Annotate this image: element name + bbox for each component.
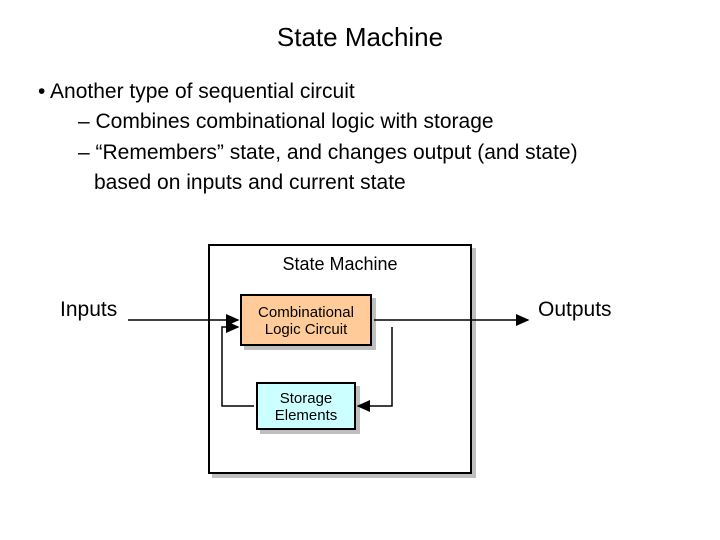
slide-title: State Machine (0, 22, 720, 53)
diagram-arrows (0, 240, 720, 520)
bullet-level2: – Combines combinational logic with stor… (78, 108, 678, 136)
state-machine-diagram: State Machine Combinational Logic Circui… (0, 240, 720, 520)
arrow-storage-to-comb (222, 327, 254, 406)
bullet-level1: • Another type of sequential circuit (38, 78, 678, 106)
slide: State Machine • Another type of sequenti… (0, 0, 720, 540)
bullet-level2: – “Remembers” state, and changes output … (78, 139, 678, 167)
bullet-level2-cont: based on inputs and current state (94, 169, 678, 197)
arrow-comb-to-storage (358, 327, 392, 406)
bullet-list: • Another type of sequential circuit – C… (38, 78, 678, 197)
